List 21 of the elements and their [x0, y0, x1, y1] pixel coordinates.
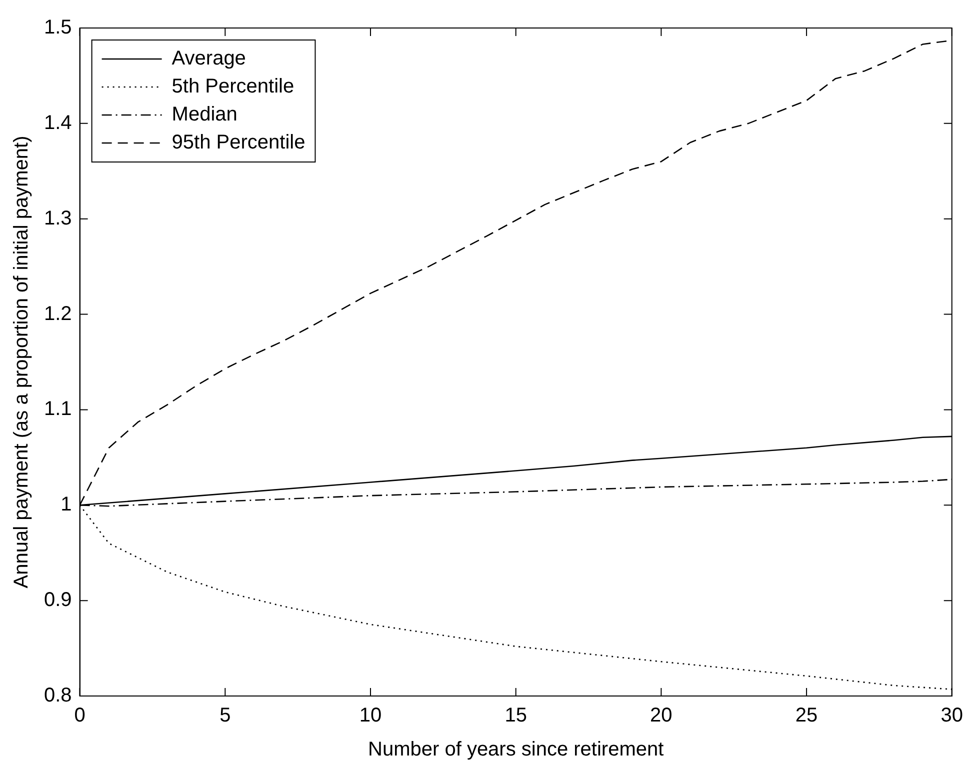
y-tick-label: 1 — [60, 494, 72, 516]
y-axis-title: Annual payment (as a proportion of initial payment) — [10, 136, 33, 588]
y-tick-label: 1.2 — [44, 302, 72, 325]
y-tick-label: 1.3 — [44, 207, 72, 230]
x-tick-label: 10 — [359, 704, 382, 727]
x-tick-label: 0 — [74, 704, 86, 727]
y-tick-label: 1.5 — [44, 16, 72, 39]
y-tick-label: 0.8 — [44, 684, 72, 707]
legend-label: Median — [172, 104, 238, 126]
y-tick-label: 0.9 — [44, 589, 72, 612]
x-tick-label: 20 — [650, 704, 672, 727]
x-tick-label: 15 — [504, 704, 527, 727]
y-tick-label: 1.4 — [44, 112, 72, 134]
legend-label: Average — [172, 48, 246, 70]
x-tick-label: 30 — [940, 704, 963, 727]
x-axis-title: Number of years since retirement — [368, 738, 664, 761]
legend-label: 5th Percentile — [172, 76, 294, 98]
legend-label: 95th Percentile — [172, 132, 306, 154]
x-tick-label: 25 — [795, 704, 818, 727]
y-tick-label: 1.1 — [44, 398, 72, 420]
x-tick-label: 5 — [220, 704, 231, 727]
